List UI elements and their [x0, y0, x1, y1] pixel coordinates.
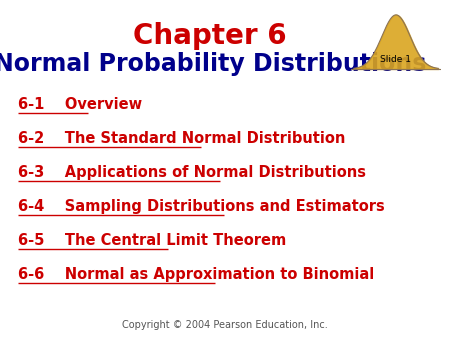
Text: 6-3    Applications of Normal Distributions: 6-3 Applications of Normal Distributions	[18, 165, 366, 180]
Text: 6-2    The Standard Normal Distribution: 6-2 The Standard Normal Distribution	[18, 131, 346, 146]
Text: 6-5    The Central Limit Theorem: 6-5 The Central Limit Theorem	[18, 233, 286, 248]
Text: Slide 1: Slide 1	[381, 55, 411, 65]
Text: Copyright © 2004 Pearson Education, Inc.: Copyright © 2004 Pearson Education, Inc.	[122, 320, 328, 330]
Text: 6-4    Sampling Distributions and Estimators: 6-4 Sampling Distributions and Estimator…	[18, 199, 385, 214]
Text: 6-6    Normal as Approximation to Binomial: 6-6 Normal as Approximation to Binomial	[18, 267, 374, 282]
Text: Chapter 6: Chapter 6	[133, 22, 287, 50]
Text: 6-1    Overview: 6-1 Overview	[18, 97, 142, 112]
Text: Normal Probability Distributions: Normal Probability Distributions	[0, 52, 426, 76]
